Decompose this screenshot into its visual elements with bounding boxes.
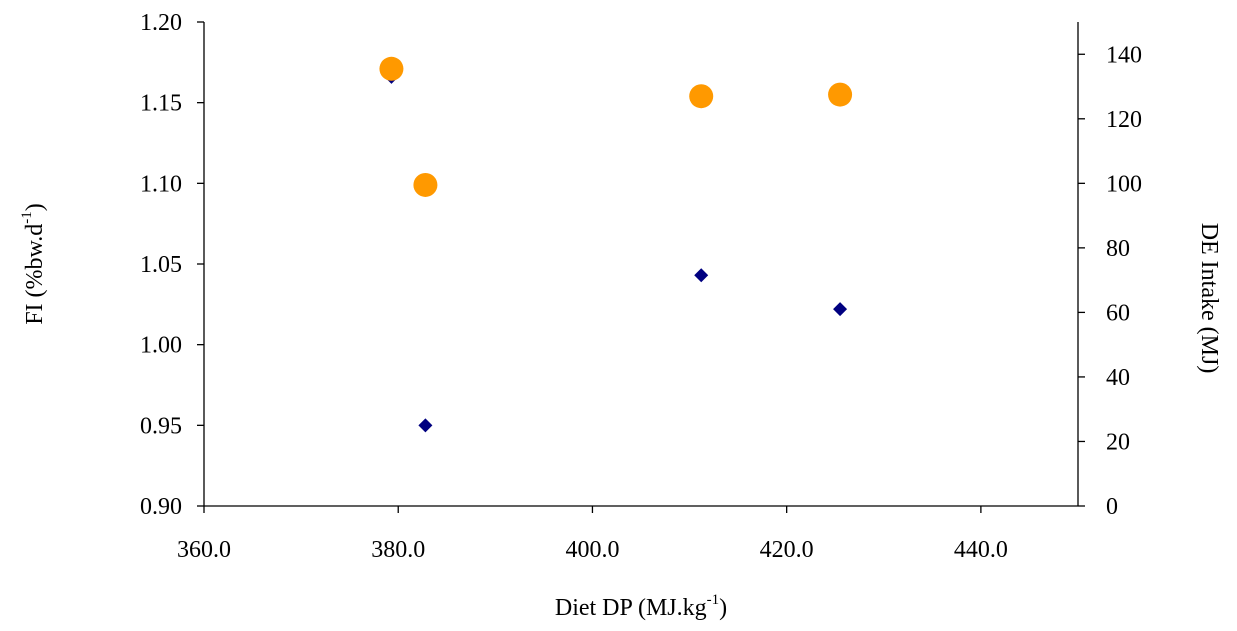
de-intake-circle-point: [828, 82, 853, 107]
x-tick-label: 420.0: [760, 537, 814, 563]
de-intake-circle-point: [379, 56, 404, 81]
x-tick-label: 440.0: [954, 537, 1008, 563]
de-intake-circle-point: [689, 84, 714, 109]
y-right-tick-label: 100: [1106, 171, 1142, 197]
y-right-tick-label: 80: [1106, 236, 1130, 262]
y-right-tick-label: 40: [1106, 365, 1130, 391]
y-right-tick-label: 140: [1106, 42, 1142, 68]
y-left-tick-label: 1.20: [140, 10, 182, 36]
x-tick-label: 380.0: [371, 537, 425, 563]
x-tick-label: 400.0: [565, 537, 619, 563]
y-left-tick-label: 1.15: [140, 91, 182, 117]
fi-diamond-point: [418, 418, 433, 433]
y-left-tick-label: 0.95: [140, 413, 182, 439]
y-left-tick-label: 0.90: [140, 494, 182, 520]
data-marks: [379, 56, 853, 433]
y-right-axis-title: DE Intake (MJ): [1196, 223, 1222, 374]
x-tick-label: 360.0: [177, 537, 231, 563]
y-left-tick-label: 1.10: [140, 171, 182, 197]
fi-diamond-point: [694, 268, 709, 283]
y-left-axis-title: FI (%bw.d-1): [19, 203, 48, 325]
y-right-tick-label: 20: [1106, 429, 1130, 455]
fi-diamond-point: [833, 302, 848, 317]
y-right-tick-label: 0: [1106, 494, 1118, 520]
de-intake-circle-point: [413, 172, 438, 197]
y-right-tick-label: 60: [1106, 300, 1130, 326]
y-left-tick-label: 1.05: [140, 252, 182, 278]
y-left-tick-label: 1.00: [140, 333, 182, 359]
x-axis-title: Diet DP (MJ.kg-1): [555, 592, 727, 621]
axes: 360.0 380.0 400.0 420.0 440.0 0.90 0.95 1.00 1.0…: [140, 10, 1142, 563]
y-right-tick-label: 120: [1106, 107, 1142, 133]
